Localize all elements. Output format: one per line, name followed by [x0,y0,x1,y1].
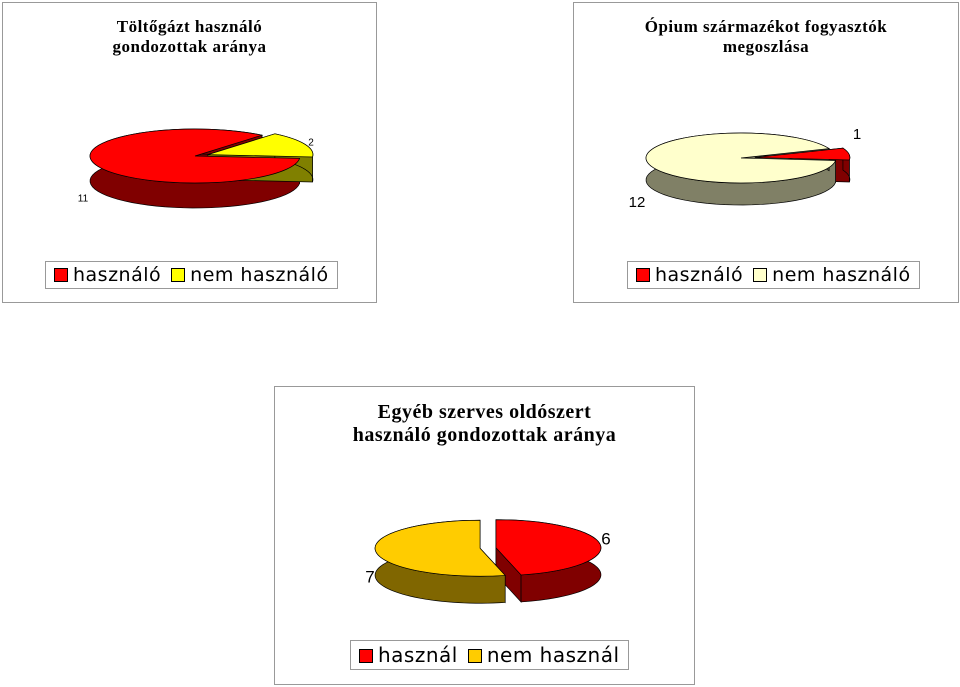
data-label: 12 [629,194,646,211]
legend-label: nem használ [486,643,620,667]
data-label: 1 [853,126,861,143]
legend-label: nem használó [190,264,329,286]
chart-box: Egyéb szerves oldószert használó gondozo… [274,386,695,685]
legend-item: nem használó [753,264,910,286]
legend-swatch [171,268,186,282]
legend-swatch [753,268,768,282]
chart-title: Töltőgázt használó gondozottak aránya [112,17,267,56]
legend-swatch [636,268,650,282]
legend-swatch [467,649,482,663]
chart-title: Ópium származékot fogyasztók megoszlása [644,17,888,56]
slice [89,128,301,184]
chart-title: Egyéb szerves oldószert használó gondozo… [352,401,617,446]
legend: használó nem használó [45,261,338,289]
legend-label: nem használó [772,264,911,286]
legend: használó nem használó [627,261,920,289]
data-label: 7 [365,567,374,586]
data-label: 11 [78,194,89,205]
legend-swatch [359,649,373,663]
legend-label: használó [73,264,162,286]
slice [207,133,314,158]
legend: használ nem használ [350,640,629,670]
legend-swatch [54,268,68,282]
slice [754,147,851,161]
legend-item: használó [54,264,161,286]
legend-label: használ [378,643,458,667]
legend-label: használó [655,264,744,286]
slice [374,519,506,577]
legend-item: nem használó [171,264,328,286]
data-label: 6 [601,529,610,548]
slice [495,519,602,576]
legend-item: használó [636,264,743,286]
data-label: 2 [308,138,314,149]
legend-item: nem használ [467,643,620,667]
legend-item: használ [359,643,458,667]
slice [645,132,837,184]
